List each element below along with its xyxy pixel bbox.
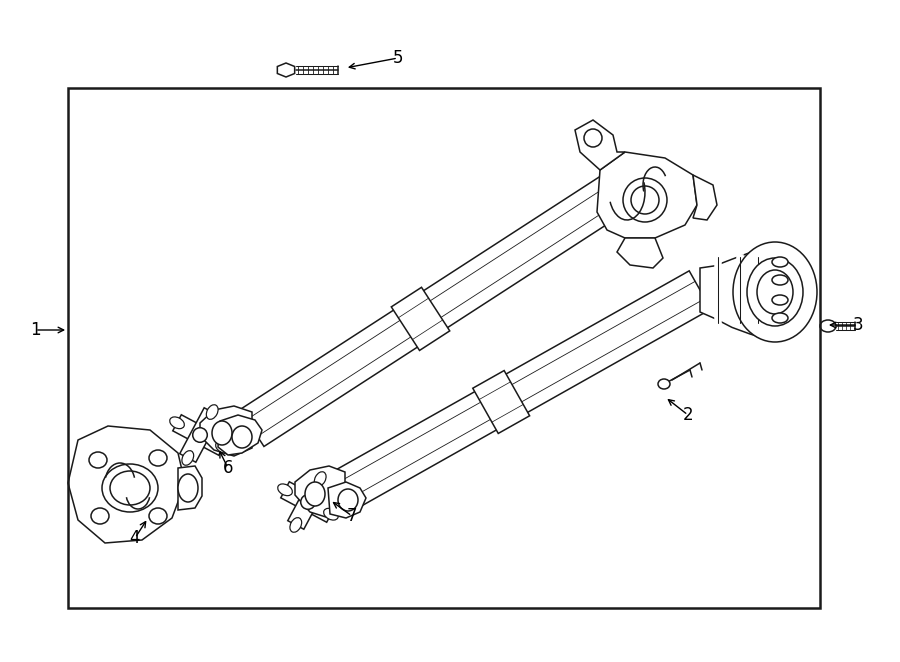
Ellipse shape xyxy=(290,518,302,532)
Polygon shape xyxy=(334,271,711,509)
Bar xyxy=(68,88,820,608)
Ellipse shape xyxy=(658,379,670,389)
Ellipse shape xyxy=(623,178,667,222)
Text: 2: 2 xyxy=(683,406,693,424)
Ellipse shape xyxy=(757,270,793,314)
Text: 3: 3 xyxy=(852,316,863,334)
Ellipse shape xyxy=(212,421,232,445)
Ellipse shape xyxy=(193,428,207,442)
Ellipse shape xyxy=(631,186,659,214)
Polygon shape xyxy=(281,482,335,522)
Ellipse shape xyxy=(820,320,836,332)
Ellipse shape xyxy=(338,489,358,511)
Polygon shape xyxy=(328,482,366,518)
Polygon shape xyxy=(693,175,717,220)
Ellipse shape xyxy=(747,258,803,326)
Ellipse shape xyxy=(772,257,788,267)
Ellipse shape xyxy=(733,242,817,342)
Ellipse shape xyxy=(170,417,184,429)
Polygon shape xyxy=(754,255,760,325)
Ellipse shape xyxy=(278,484,293,496)
Ellipse shape xyxy=(216,442,230,453)
Ellipse shape xyxy=(232,426,252,448)
Polygon shape xyxy=(617,238,663,268)
Ellipse shape xyxy=(206,404,218,419)
Polygon shape xyxy=(240,162,647,446)
Polygon shape xyxy=(715,255,721,325)
Polygon shape xyxy=(200,406,252,456)
Ellipse shape xyxy=(772,313,788,323)
Polygon shape xyxy=(178,466,202,510)
Polygon shape xyxy=(277,63,294,77)
Ellipse shape xyxy=(89,452,107,468)
Text: 5: 5 xyxy=(392,49,403,67)
Ellipse shape xyxy=(91,508,109,524)
Polygon shape xyxy=(68,426,185,543)
Text: 1: 1 xyxy=(30,321,40,339)
Ellipse shape xyxy=(149,508,167,524)
Polygon shape xyxy=(180,408,220,462)
Text: 4: 4 xyxy=(130,529,140,547)
Polygon shape xyxy=(173,415,227,455)
Ellipse shape xyxy=(102,464,158,512)
Polygon shape xyxy=(392,287,450,350)
Polygon shape xyxy=(218,415,262,455)
Ellipse shape xyxy=(324,508,338,520)
Ellipse shape xyxy=(110,471,150,505)
Ellipse shape xyxy=(314,472,326,487)
Ellipse shape xyxy=(305,482,325,506)
Ellipse shape xyxy=(301,495,315,509)
Polygon shape xyxy=(700,246,772,338)
Ellipse shape xyxy=(178,474,198,502)
Text: 7: 7 xyxy=(346,507,357,525)
Text: 6: 6 xyxy=(223,459,233,477)
Polygon shape xyxy=(597,152,697,238)
Ellipse shape xyxy=(182,451,194,465)
Polygon shape xyxy=(295,466,345,518)
Polygon shape xyxy=(736,255,742,325)
Ellipse shape xyxy=(772,295,788,305)
Ellipse shape xyxy=(772,275,788,285)
Polygon shape xyxy=(288,475,328,529)
Ellipse shape xyxy=(149,450,167,466)
Ellipse shape xyxy=(584,129,602,147)
Polygon shape xyxy=(575,120,625,170)
Polygon shape xyxy=(472,371,529,434)
